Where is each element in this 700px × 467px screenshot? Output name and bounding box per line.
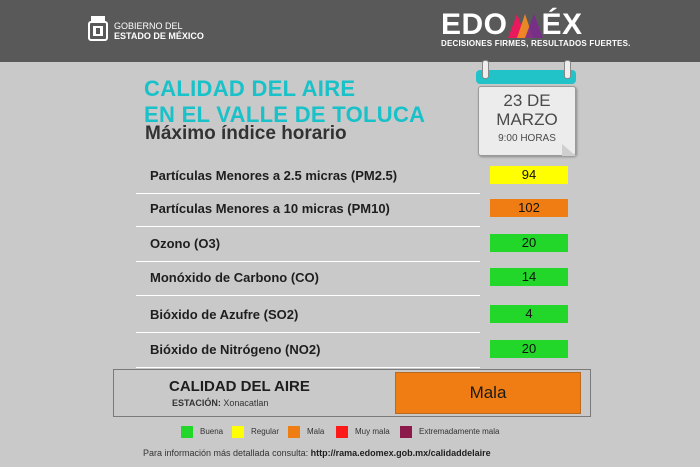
pollutant-label: Partículas Menores a 10 micras (PM10): [150, 201, 390, 216]
government-line1: GOBIERNO DEL: [114, 21, 183, 31]
state-coat-of-arms-icon: [88, 16, 108, 41]
legend-label: Mala: [307, 427, 325, 436]
row-divider: [136, 332, 480, 333]
edomex-logo: EDO ÉX: [441, 10, 583, 40]
footer-link[interactable]: http://rama.edomex.gob.mx/calidaddelaire: [310, 448, 491, 458]
legend-swatch: [181, 426, 193, 438]
legend-swatch: [288, 426, 300, 438]
pollutant-value: 20: [490, 234, 568, 252]
page-subtitle: Máximo índice horario: [145, 123, 347, 144]
calendar-band: [476, 70, 576, 84]
calendar-page: 23 DE MARZO 9:00 HORAS: [478, 86, 576, 156]
page-curl-icon: [562, 144, 576, 156]
legend-swatch: [336, 426, 348, 438]
legend-swatch: [400, 426, 412, 438]
pollutant-label: Monóxido de Carbono (CO): [150, 270, 319, 285]
pollutant-label: Partículas Menores a 2.5 micras (PM2.5): [150, 168, 398, 183]
legend-item-extremadamente-mala: Extremadamente mala: [400, 426, 499, 438]
overall-quality-badge: Mala: [395, 372, 581, 414]
station-label: ESTACIÓN:: [172, 398, 221, 408]
row-divider: [136, 193, 480, 194]
pollutant-value: 4: [490, 305, 568, 323]
calendar-date-line1: 23 DE: [503, 91, 551, 110]
station-name: Xonacatlan: [223, 398, 269, 408]
legend-item-mala: Mala: [288, 426, 324, 438]
calendar-time: 9:00 HORAS: [498, 133, 556, 144]
pollutant-label: Ozono (O3): [150, 236, 221, 251]
header-bar: GOBIERNO DEL ESTADO DE MÉXICO EDO ÉX DECI…: [0, 0, 700, 62]
government-label: GOBIERNO DEL ESTADO DE MÉXICO: [114, 21, 204, 41]
footer-text: Para información más detallada consulta:: [143, 448, 309, 458]
air-quality-summary: CALIDAD DEL AIRE ESTACIÓN: Xonacatlan Ma…: [113, 369, 591, 417]
pollutant-row: Ozono (O3) 20: [136, 226, 580, 262]
row-divider: [136, 367, 480, 368]
row-divider: [136, 261, 480, 262]
legend-swatch: [232, 426, 244, 438]
brand-right: ÉX: [541, 8, 583, 41]
summary-title: CALIDAD DEL AIRE: [169, 378, 310, 395]
calendar-ring-left: [482, 60, 489, 79]
pollutant-row: Partículas Menores a 10 micras (PM10) 10…: [136, 191, 580, 227]
title-line2: EN EL VALLE DE TOLUCA: [144, 102, 426, 127]
pollutant-row: Partículas Menores a 2.5 micras (PM2.5) …: [136, 158, 580, 194]
legend-item-muy-mala: Muy mala: [336, 426, 390, 438]
pollutant-label: Bióxido de Nitrógeno (NO2): [150, 342, 321, 357]
pollutant-row: Monóxido de Carbono (CO) 14: [136, 260, 580, 296]
pollutant-label: Bióxido de Azufre (SO2): [150, 307, 299, 322]
pollutant-row: Bióxido de Nitrógeno (NO2) 20: [136, 332, 580, 368]
brand-tagline: DECISIONES FIRMES, RESULTADOS FUERTES.: [441, 39, 631, 48]
calendar-ring-right: [564, 60, 571, 79]
calendar-date-line2: MARZO: [496, 110, 558, 129]
legend-label: Extremadamente mala: [419, 427, 500, 436]
page-title: CALIDAD DEL AIRE EN EL VALLE DE TOLUCA: [144, 76, 425, 128]
brand-m-icon: [507, 10, 543, 38]
pollutant-value: 102: [490, 199, 568, 217]
station-info: ESTACIÓN: Xonacatlan: [172, 398, 268, 408]
legend-label: Buena: [200, 427, 224, 436]
title-line1: CALIDAD DEL AIRE: [144, 76, 356, 101]
pollutant-value: 94: [490, 166, 568, 184]
calendar-date: 23 DE MARZO: [479, 91, 575, 129]
legend-label: Muy mala: [355, 427, 390, 436]
footer: Para información más detallada consulta:…: [143, 448, 491, 458]
legend-label: Regular: [251, 427, 280, 436]
government-line2: ESTADO DE MÉXICO: [114, 31, 204, 41]
legend-item-buena: Buena: [181, 426, 223, 438]
row-divider: [136, 295, 480, 296]
pollutant-value: 14: [490, 268, 568, 286]
brand-left: EDO: [441, 8, 508, 41]
pollutant-row: Bióxido de Azufre (SO2) 4: [136, 297, 580, 333]
legend-item-regular: Regular: [232, 426, 279, 438]
pollutant-value: 20: [490, 340, 568, 358]
row-divider: [136, 226, 480, 227]
